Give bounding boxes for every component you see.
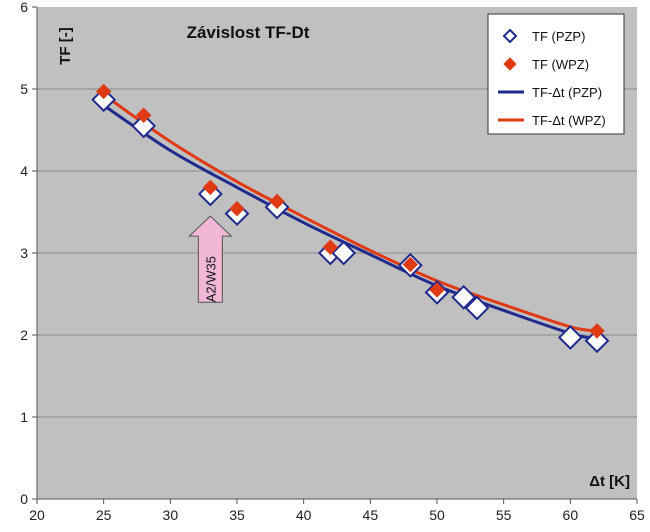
annotation-label: A2/W35 [203,256,218,302]
y-tick-label: 2 [20,327,28,343]
x-tick-label: 45 [363,507,379,523]
pzp-data-point [451,284,477,310]
trendline-wpz [102,93,599,333]
annotation: A2/W35 [188,215,233,303]
x-tick-label: 30 [163,507,179,523]
chart-title: Závislost TF-Dt [187,23,310,42]
legend-marker-pzp [502,28,518,44]
x-tick-label: 65 [629,507,645,523]
wpz-data-point [589,323,605,339]
wpz-data-point [269,193,285,210]
wpz-data-point [402,256,419,273]
x-tick-label: 35 [229,507,245,523]
y-tick-label: 0 [20,491,28,507]
y-tick-label: 4 [20,163,28,179]
y-tick-label: 1 [20,409,28,425]
x-tick-label: 20 [29,507,45,523]
wpz-data-point [322,239,339,255]
y-tick-label: 3 [20,245,28,261]
legend-marker-wpz [503,57,517,71]
wpz-data-point [95,83,112,100]
annotation-arrow [188,215,233,303]
x-tick-label: 60 [563,507,579,523]
legend: TF (PZP) TF (WPZ) TF-Δt (PZP) TF-Δt (WPZ) [487,13,625,135]
pzp-data-point [91,87,117,113]
pzp-data-point [464,295,490,321]
wpz-data-point [229,201,245,217]
x-tick-label: 25 [96,507,112,523]
pzp-data-point [584,328,610,354]
wpz-data-point [135,107,152,123]
wpz-data-point [202,179,219,196]
legend-label: TF (PZP) [532,29,585,44]
y-tick-label: 5 [20,81,28,97]
x-tick-label: 55 [496,507,512,523]
legend-label: TF-Δt (PZP) [532,85,602,100]
legend-label: TF (WPZ) [532,57,589,72]
trendlines [102,93,599,341]
x-tick-label: 50 [429,507,445,523]
pzp-data-point [557,325,583,350]
pzp-data-point [331,240,357,266]
x-tick-label: 40 [296,507,312,523]
y-tick-label: 6 [20,0,28,15]
legend-label: TF-Δt (WPZ) [532,113,606,128]
data-markers [91,83,610,354]
wpz-data-point [429,282,445,298]
y-axis-title: TF [-] [57,27,74,64]
pzp-data-point [131,113,157,139]
x-axis-title: Δt [K] [589,473,630,490]
trendline-pzp [102,103,599,341]
